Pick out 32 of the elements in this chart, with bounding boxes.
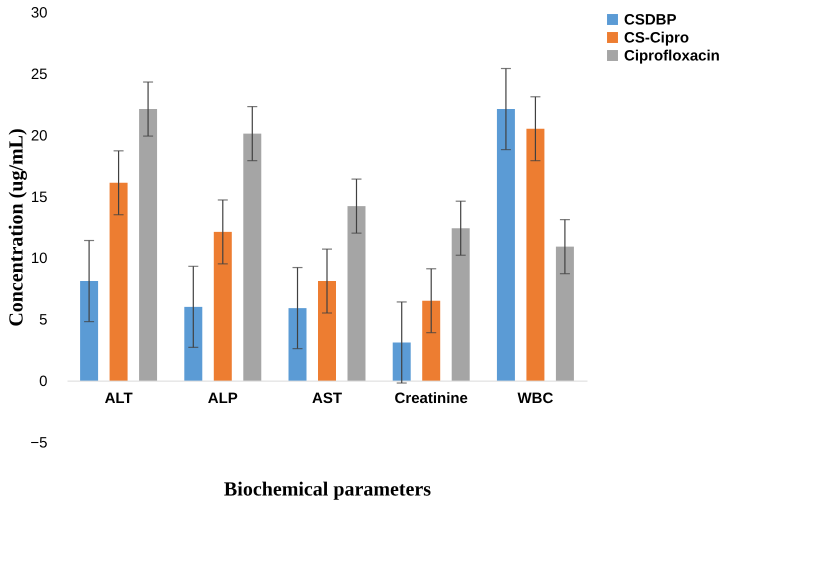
- y-tick-label: 15: [30, 188, 48, 206]
- bar: [110, 182, 128, 381]
- bar: [184, 306, 202, 381]
- x-tick-label: AST: [312, 390, 342, 408]
- y-tick-label: 0: [39, 373, 48, 390]
- y-tick-label: −5: [30, 434, 48, 452]
- legend-label: Ciprofloxacin: [624, 48, 720, 64]
- x-axis-title: Biochemical parameters: [224, 478, 432, 500]
- bar: [139, 109, 158, 381]
- bar: [318, 281, 336, 381]
- bar: [347, 206, 366, 381]
- bar: [243, 134, 262, 381]
- y-tick-label: 30: [30, 4, 48, 22]
- y-tick-label: 25: [30, 66, 48, 83]
- y-tick-label: 20: [30, 127, 48, 144]
- bar: [452, 228, 470, 381]
- bar: [214, 232, 232, 381]
- legend-label: CS-Cipro: [624, 30, 689, 46]
- x-tick-label: ALT: [104, 390, 133, 408]
- bar: [496, 109, 515, 381]
- y-tick-label: 5: [39, 312, 48, 329]
- bar: [422, 300, 440, 381]
- y-tick-label: 10: [30, 250, 48, 268]
- bar: [288, 308, 307, 381]
- bar: [556, 246, 574, 381]
- x-tick-label: ALP: [208, 390, 238, 408]
- x-tick-label: Creatinine: [394, 390, 468, 408]
- x-tick-label: WBC: [518, 390, 554, 408]
- bar: [80, 281, 98, 381]
- y-axis-title: Concentration (ug/mL): [5, 128, 28, 327]
- legend-label: CSDBP: [624, 12, 677, 28]
- bar: [526, 128, 544, 381]
